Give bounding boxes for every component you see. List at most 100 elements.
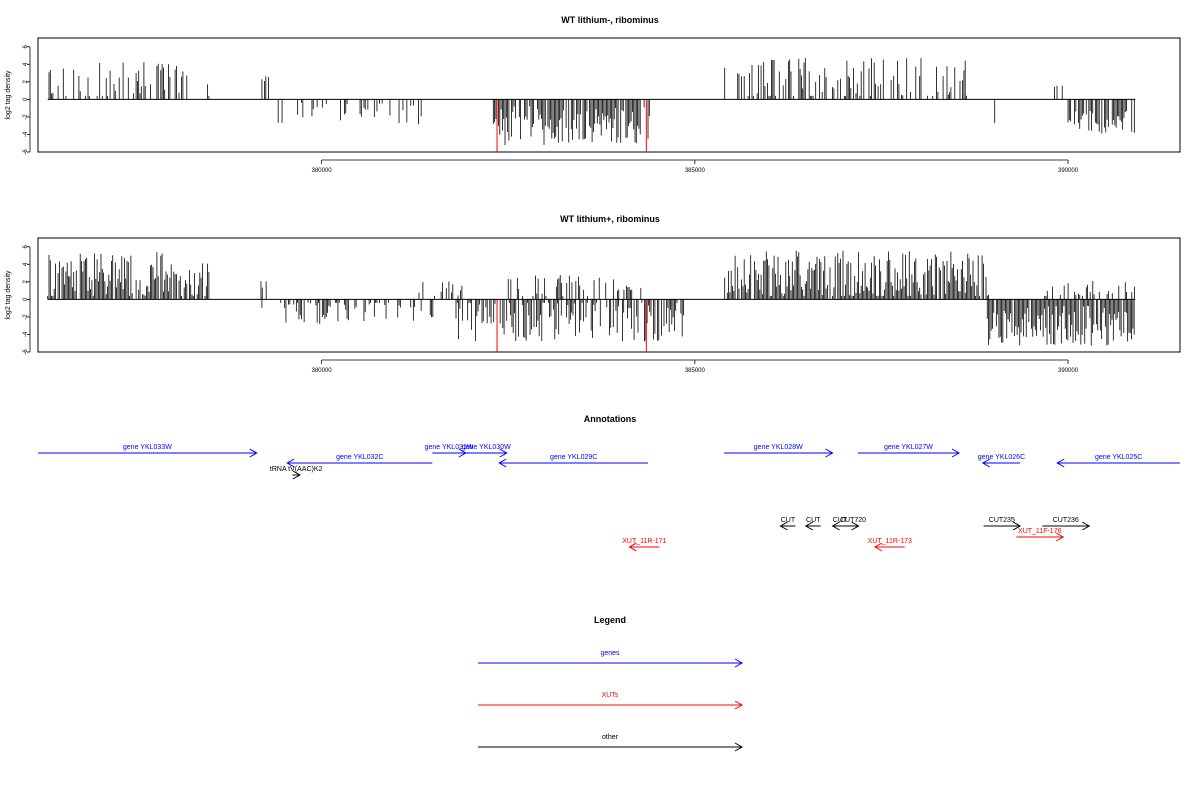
legend-item: other [478,734,744,752]
gene-label: gene YKL028W [754,444,803,451]
gene-arrow-head [1056,458,1065,468]
y-tick-label: 0 [23,297,29,301]
track-title: WT lithium-, ribominus [561,15,659,25]
y-tick-label: 2 [23,280,29,284]
other-feature: CUT236 [1042,517,1091,531]
other-arrow-head [1081,521,1091,531]
other-feature: CUT235 [983,517,1022,531]
other-arrow-head [851,521,860,531]
bar-group [47,250,1135,352]
gene-arrow-head [249,448,258,458]
legend-arrow-head [734,700,744,710]
legend-title: Legend [594,615,626,625]
other-feature: CUT720 [840,517,866,531]
xut-feature: XUT_11R-173 [868,538,912,552]
y-tick-label: 6 [23,244,29,248]
gene-feature: gene YKL027W [857,444,961,458]
axes: -6 -4 -2 0 2 4 6 380000 385000 390000 [23,44,1136,174]
annotations-title: Annotations [584,414,637,424]
bar-group [48,58,1135,152]
other-feature: CUT [779,517,796,531]
xut-label: XUT_11R-171 [622,538,666,545]
gene-feature: gene YKL033W [38,444,258,458]
x-tick-label: 385000 [685,168,706,174]
gene-feature: gene YKL029C [498,454,649,468]
xut-arrow-head [1055,532,1065,542]
other-feature: tRNA tV(AAC)K2 [270,466,323,480]
y-axis-label: log2 tag density [5,70,12,120]
gene-feature: gene YKL028W [723,444,834,458]
gene-arrow-head [499,448,508,458]
plot-frame [37,37,1181,153]
legend-arrow-head [734,658,744,668]
x-tick-label: 390000 [1058,368,1079,374]
gene-label: gene YKL032C [336,454,383,461]
gene-label: gene YKL025C [1095,454,1142,461]
legend-label: genes [600,650,620,657]
gene-feature: gene YKL026C [978,454,1025,468]
y-tick-label: 4 [23,62,29,66]
y-tick-label: 6 [23,44,29,48]
xut-arrow-head [873,542,883,552]
gene-arrow-head [951,448,961,458]
gene-label: gene YKL027W [884,444,933,451]
legend-label: XUTs [602,692,619,699]
legend-items: genes XUTs other [478,650,744,752]
other-arrow-head [292,470,301,480]
y-tick-label: -2 [23,114,29,120]
y-axis-label: log2 tag density [5,270,12,320]
other-label: CUT235 [989,517,1015,524]
xut-label: XUT_11F-176 [1018,528,1062,535]
legend-item: XUTs [478,692,744,710]
gene-label: gene YKL026C [978,454,1025,461]
other-label: tRNA tV(AAC)K2 [270,466,323,473]
track-title: WT lithium+, ribominus [560,214,660,224]
y-tick-label: -2 [23,314,29,320]
gene-label: gene YKL033W [123,444,172,451]
gene-arrow-head [825,448,834,458]
gene-label: gene YKL029C [550,454,597,461]
other-feature: CUT [804,517,821,531]
gene-arrow-head [286,458,295,468]
x-tick-label: 390000 [1058,168,1079,174]
axes: -6 -4 -2 0 2 4 6 380000 385000 390000 [23,244,1136,374]
legend-label: other [602,734,619,741]
gene-arrow-head [981,458,991,468]
gene-feature: gene YKL032C [286,454,433,468]
xut-feature: XUT_11F-176 [1016,528,1065,542]
other-arrow-head [804,521,814,531]
legend-arrow-head [734,742,744,752]
y-tick-label: -6 [23,349,29,355]
plot-frame [37,237,1181,353]
y-tick-label: 2 [23,80,29,84]
xut-label: XUT_11R-173 [868,538,912,545]
other-label: CUT236 [1053,517,1079,524]
other-label: CUT [833,517,848,524]
x-tick-label: 380000 [312,368,333,374]
gene-feature: gene YKL025C [1056,454,1180,468]
y-tick-label: -6 [23,149,29,155]
legend: Legend genes XUTs other [478,615,744,752]
annotations-panel: Annotations gene YKL033W gene YKL032C gene… [38,414,1180,552]
gene-feature: gene YKL030W [462,444,511,458]
xut-arrow-head [628,542,637,552]
xut-feature: XUT_11R-171 [622,538,667,552]
legend-item: genes [478,650,744,668]
gene-label: gene YKL031W [425,444,474,451]
x-tick-label: 385000 [685,368,706,374]
other-label: CUT [781,517,796,524]
track-panel-lithium-plus: WT lithium+, ribominus log2 tag density … [5,214,1181,374]
gene-arrow-head [498,458,507,468]
gene-label: gene YKL030W [462,444,511,451]
other-arrow-head [831,521,840,531]
other-feature: CUT [831,517,848,531]
y-tick-label: 0 [23,97,29,101]
other-label: CUT [806,517,821,524]
y-tick-label: -4 [23,131,29,137]
y-tick-label: 4 [23,262,29,266]
other-label: CUT720 [840,517,866,524]
other-arrow-head [1012,521,1022,531]
other-arrow-head [779,521,788,531]
y-tick-label: -4 [23,331,29,337]
